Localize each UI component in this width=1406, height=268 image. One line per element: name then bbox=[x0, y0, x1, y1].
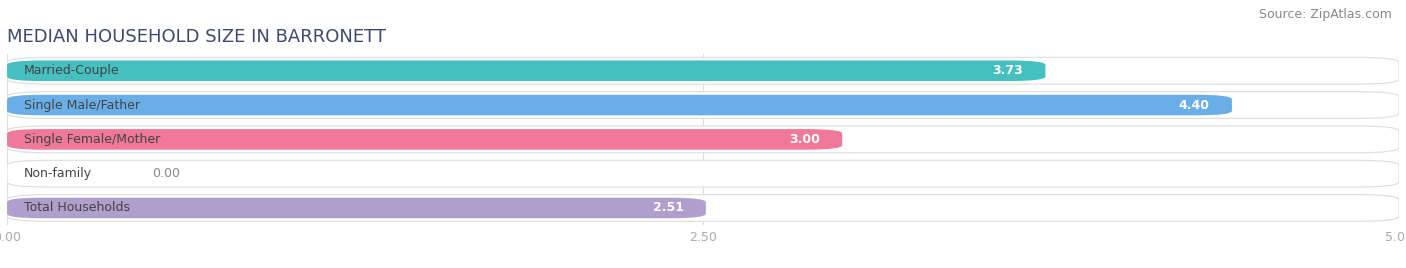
FancyBboxPatch shape bbox=[7, 95, 1232, 115]
FancyBboxPatch shape bbox=[7, 92, 1399, 118]
FancyBboxPatch shape bbox=[7, 129, 842, 150]
FancyBboxPatch shape bbox=[7, 195, 1399, 221]
Text: 0.00: 0.00 bbox=[152, 167, 180, 180]
Text: 4.40: 4.40 bbox=[1178, 99, 1209, 111]
Text: Source: ZipAtlas.com: Source: ZipAtlas.com bbox=[1258, 8, 1392, 21]
FancyBboxPatch shape bbox=[7, 160, 1399, 187]
Text: Single Female/Mother: Single Female/Mother bbox=[24, 133, 160, 146]
Text: Married-Couple: Married-Couple bbox=[24, 64, 120, 77]
Text: 2.51: 2.51 bbox=[652, 202, 683, 214]
FancyBboxPatch shape bbox=[7, 126, 1399, 153]
FancyBboxPatch shape bbox=[7, 57, 1399, 84]
Text: 3.73: 3.73 bbox=[993, 64, 1024, 77]
Text: Non-family: Non-family bbox=[24, 167, 91, 180]
FancyBboxPatch shape bbox=[7, 61, 1046, 81]
Text: Total Households: Total Households bbox=[24, 202, 129, 214]
FancyBboxPatch shape bbox=[7, 198, 706, 218]
Text: 3.00: 3.00 bbox=[789, 133, 820, 146]
Text: Single Male/Father: Single Male/Father bbox=[24, 99, 139, 111]
Text: MEDIAN HOUSEHOLD SIZE IN BARRONETT: MEDIAN HOUSEHOLD SIZE IN BARRONETT bbox=[7, 28, 387, 46]
